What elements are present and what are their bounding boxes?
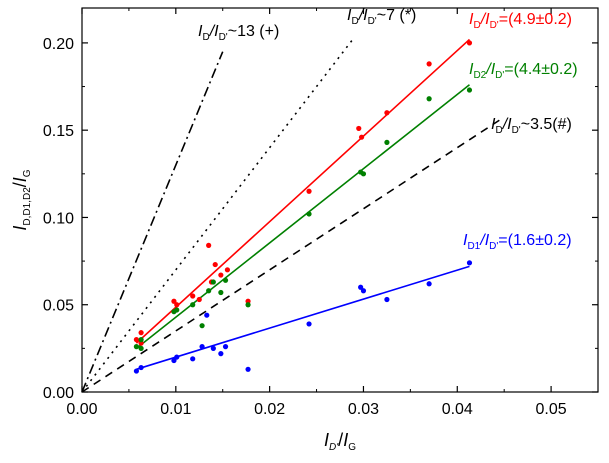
y-tick-label: 0.15 (43, 123, 74, 140)
annot-ref-13: ID/ID'~13 (+) (198, 23, 279, 43)
green-data-point (206, 288, 212, 294)
ref-13-line (81, 51, 224, 393)
x-tick-label: 0.02 (254, 401, 285, 418)
red-data-point (358, 134, 365, 140)
blue-data-point (222, 344, 229, 350)
ref-7-line (81, 37, 355, 393)
red-data-point (212, 261, 218, 268)
blue-data-point (384, 296, 390, 303)
blue-data-point (204, 312, 210, 318)
annot-ref-3.5: ID/ID'~3.5(#) (491, 116, 572, 136)
green-data-point (138, 337, 144, 343)
y-tick-label: 0.00 (43, 385, 74, 402)
red-data-point (133, 337, 140, 343)
red-data-point (466, 40, 473, 46)
red-data-point (306, 188, 312, 194)
red-data-point (196, 296, 202, 303)
red-data-point (138, 330, 144, 336)
red-data-point (218, 272, 224, 278)
red-fit-line (135, 38, 471, 344)
annot-blue: ID1/ID'=(1.6±0.2) (463, 232, 572, 252)
plot-frame (81, 7, 599, 393)
green-data-point (138, 345, 144, 351)
blue-data-point (133, 368, 140, 374)
annot-red: ID/ID'=(4.9±0.2) (469, 11, 572, 31)
green-data-point (466, 87, 473, 93)
green-data-point (426, 96, 432, 102)
x-tick-label: 0.05 (536, 401, 567, 418)
x-tick-label: 0.00 (66, 401, 97, 418)
blue-data-point (218, 351, 224, 357)
green-data-point (222, 277, 229, 283)
blue-data-point (174, 354, 180, 360)
red-data-point (206, 242, 212, 248)
x-axis-title: ID'/IG (324, 430, 356, 453)
blue-fit-line (136, 265, 470, 371)
green-data-point (133, 344, 140, 350)
green-data-point (360, 171, 367, 177)
annot-ref-7: ID/ID'~7 (*) (347, 7, 416, 27)
red-data-point (356, 125, 362, 132)
green-data-point (218, 289, 224, 296)
blue-data-point (466, 260, 473, 266)
red-data-point (224, 267, 231, 273)
green-data-point (190, 302, 196, 308)
blue-data-point (190, 356, 196, 362)
green-data-point (245, 302, 251, 308)
green-data-point (174, 307, 180, 313)
red-data-point (190, 293, 196, 299)
y-tick-label: 0.20 (43, 36, 74, 53)
ref-3.5-line (81, 116, 505, 393)
blue-data-point (171, 357, 177, 364)
x-tick-label: 0.04 (442, 401, 473, 418)
y-tick-label: 0.05 (43, 298, 74, 315)
annot-green: ID2/ID'=(4.4±0.2) (469, 61, 578, 81)
green-data-point (199, 323, 205, 329)
red-data-point (171, 298, 177, 304)
y-tick-label: 0.10 (43, 210, 74, 227)
blue-data-point (358, 284, 364, 290)
blue-data-point (360, 288, 367, 294)
blue-data-point (426, 281, 432, 287)
green-fit-line (135, 84, 470, 349)
red-data-point (384, 110, 390, 116)
x-tick-label: 0.01 (160, 401, 191, 418)
x-tick-label: 0.03 (348, 401, 379, 418)
red-data-point (174, 302, 180, 308)
y-axis-title: ID,D1,D2/IG (10, 169, 33, 230)
green-data-point (210, 279, 216, 285)
green-data-point (384, 139, 390, 145)
green-data-point (306, 211, 312, 217)
blue-data-point (138, 364, 144, 371)
red-data-point (426, 61, 432, 67)
blue-data-point (306, 321, 312, 327)
blue-data-point (245, 366, 251, 372)
blue-data-point (199, 344, 205, 350)
blue-data-point (210, 345, 216, 351)
